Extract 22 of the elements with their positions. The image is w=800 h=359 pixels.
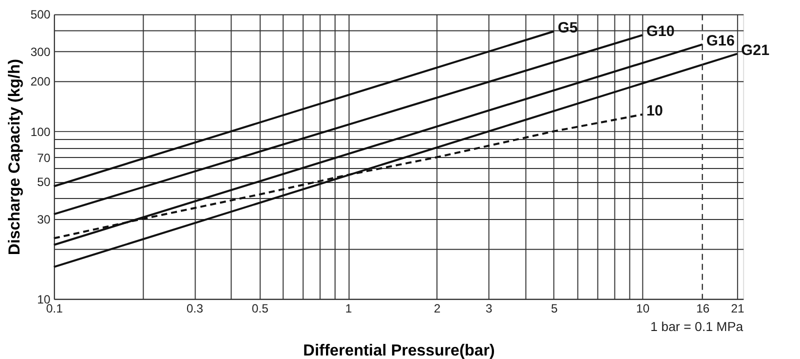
series-label: G21 bbox=[741, 42, 770, 59]
x-tick-label: 21 bbox=[730, 301, 745, 316]
y-axis-title: Discharge Capacity (kg/h) bbox=[6, 58, 24, 256]
x-tick-label: 16 bbox=[696, 301, 710, 316]
series-label: G16 bbox=[706, 32, 735, 50]
x-tick-label: 0.5 bbox=[252, 301, 269, 316]
x-tick-label: 10 bbox=[636, 301, 650, 316]
y-tick-label: 50 bbox=[37, 175, 51, 190]
y-tick-label: 70 bbox=[37, 150, 51, 165]
x-tick-label: 2 bbox=[434, 301, 441, 316]
series-label: 10 bbox=[646, 102, 663, 120]
y-tick-label: 200 bbox=[30, 74, 51, 88]
text: 1 bar = 0.1 MPa bbox=[650, 318, 744, 334]
x-tick-label: 0.3 bbox=[186, 301, 204, 316]
x-tick-label: 3 bbox=[486, 301, 493, 316]
y-tick-label: 100 bbox=[30, 124, 51, 139]
y-tick-label: 500 bbox=[30, 8, 51, 22]
y-tick-label: 300 bbox=[30, 44, 51, 59]
x-tick-label: 5 bbox=[550, 301, 558, 316]
y-tick-label: 30 bbox=[37, 212, 51, 226]
x-axis-title: Differential Pressure(bar) bbox=[303, 342, 495, 359]
x-tick-label: 1 bbox=[345, 301, 352, 316]
